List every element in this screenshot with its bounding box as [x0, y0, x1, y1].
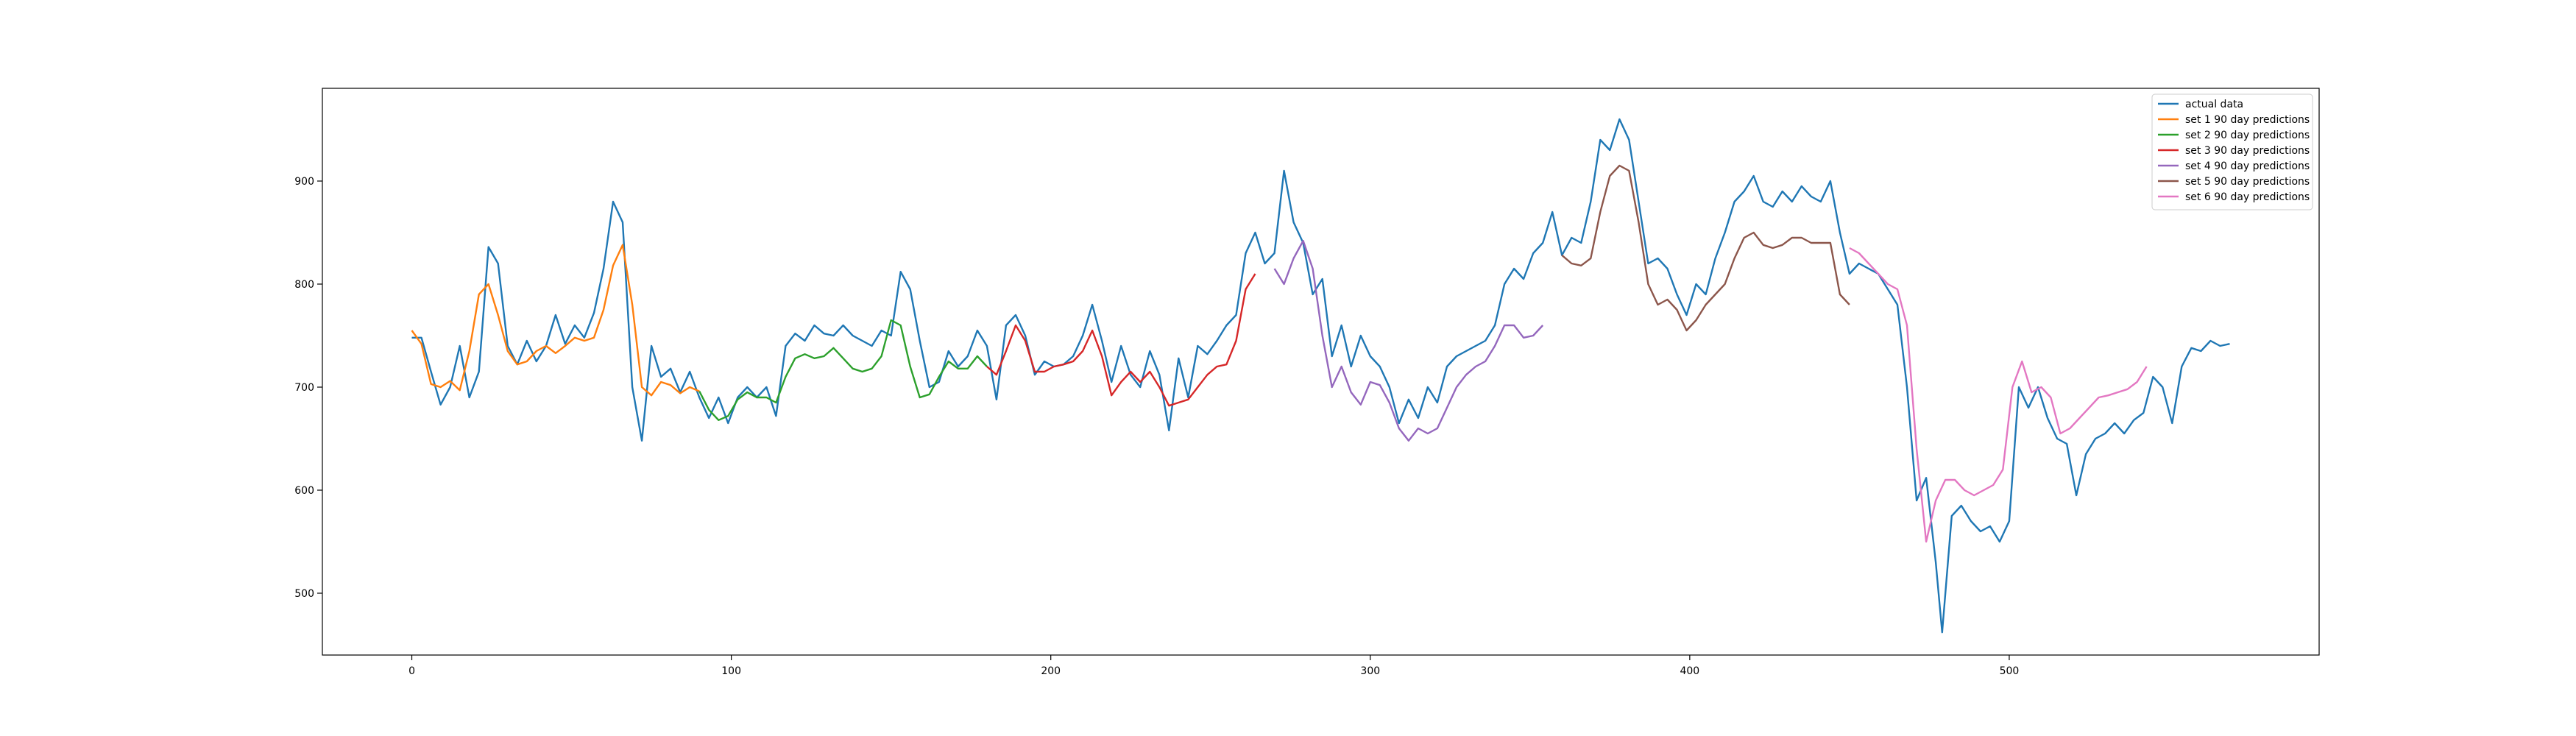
series-line-3 [986, 273, 1256, 407]
plot-area [322, 88, 2319, 655]
y-tick-label: 500 [294, 588, 314, 600]
series-line-0 [411, 118, 2230, 634]
x-tick-label: 300 [1360, 665, 1380, 677]
x-tick-label: 200 [1041, 665, 1061, 677]
y-tick-label: 800 [294, 279, 314, 291]
x-tick-label: 0 [408, 665, 415, 677]
legend-box [2151, 93, 2313, 210]
y-tick-label: 700 [294, 382, 314, 394]
series-line-2 [698, 319, 988, 421]
x-tick-label: 100 [721, 665, 741, 677]
legend-label: actual data [2185, 99, 2243, 110]
legend-label: set 6 90 day predictions [2185, 191, 2310, 203]
series-line-1 [411, 244, 700, 397]
y-tick-label: 600 [294, 485, 314, 497]
series-layer [411, 118, 2230, 634]
legend: actual data set 1 90 day predictions set 2… [2151, 93, 2313, 210]
series-line-6 [1849, 247, 2148, 543]
legend-label: set 5 90 day predictions [2185, 176, 2310, 188]
legend-label: set 1 90 day predictions [2185, 114, 2310, 126]
x-tick-label: 400 [1680, 665, 1699, 677]
series-line-5 [1561, 164, 1850, 332]
y-tick-label: 900 [294, 176, 314, 188]
legend-label: set 3 90 day predictions [2185, 145, 2310, 157]
x-axis-ticks: 0 100 200 300 400 500 [408, 655, 2019, 677]
series-line-4 [1273, 240, 1544, 442]
plot-frame [322, 88, 2320, 656]
legend-label: set 2 90 day predictions [2185, 130, 2310, 141]
x-tick-label: 500 [2000, 665, 2020, 677]
legend-label: set 4 90 day predictions [2185, 160, 2310, 172]
y-axis-ticks: 500 600 700 800 900 [294, 176, 322, 600]
